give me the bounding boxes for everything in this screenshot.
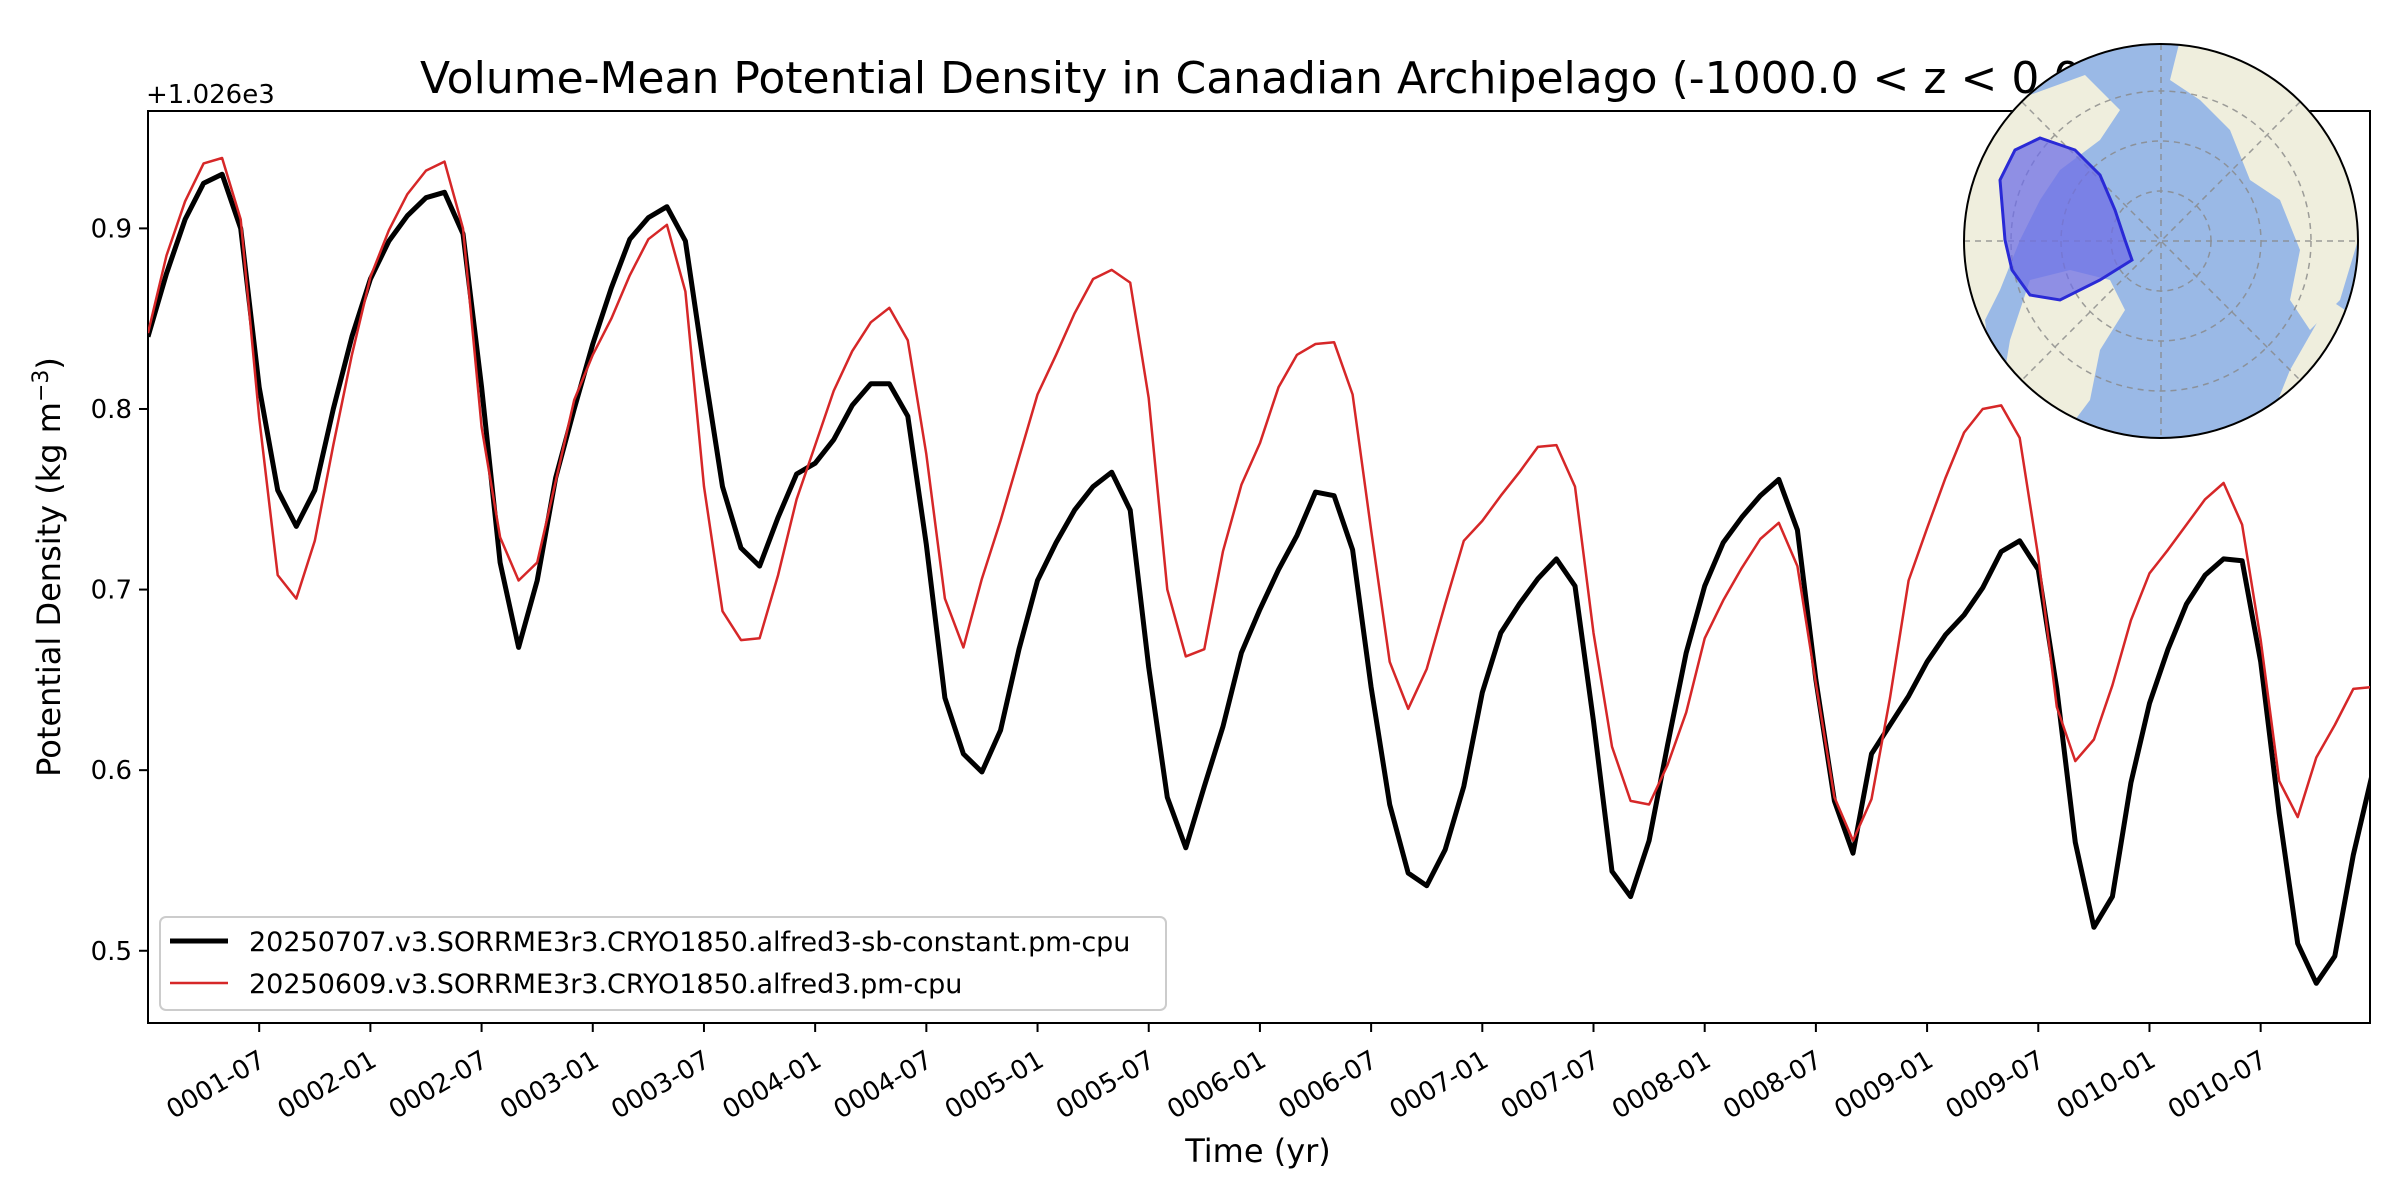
map-region-highlight xyxy=(1998,136,2134,302)
x-tick-label: 0005-07 xyxy=(1051,1045,1160,1125)
x-tick-label: 0004-01 xyxy=(718,1045,827,1125)
legend: 20250707.v3.SORRME3r3.CRYO1850.alfred3-s… xyxy=(159,916,1167,1011)
legend-label-red: 20250609.v3.SORRME3r3.CRYO1850.alfred3.p… xyxy=(249,969,962,1000)
x-tick-label: 0001-07 xyxy=(162,1045,271,1125)
x-axis-label: Time (yr) xyxy=(1184,1132,1331,1170)
x-tick-label: 0004-07 xyxy=(829,1045,938,1125)
x-tick-label: 0002-07 xyxy=(384,1045,493,1125)
y-offset-text: +1.026e3 xyxy=(146,80,275,110)
x-tick-label: 0007-07 xyxy=(1496,1045,1605,1125)
x-tick-label: 0010-01 xyxy=(2052,1045,2161,1125)
polar-map-icon xyxy=(1963,43,2359,439)
map-land-north-america xyxy=(1964,75,2120,438)
x-tick-label: 0010-07 xyxy=(2163,1045,2272,1125)
x-tick-label: 0008-07 xyxy=(1718,1045,1827,1125)
x-tick-label: 0009-07 xyxy=(1941,1045,2050,1125)
x-tick-label: 0006-07 xyxy=(1274,1045,1383,1125)
chart-title: Volume-Mean Potential Density in Canadia… xyxy=(420,53,2155,104)
x-tick-label: 0008-01 xyxy=(1607,1045,1716,1125)
x-tick-label: 0003-01 xyxy=(495,1045,604,1125)
x-tick-label: 0002-01 xyxy=(273,1045,382,1125)
y-axis-label: Potential Density (kg m−3) xyxy=(29,357,69,777)
x-tick-label: 0003-07 xyxy=(606,1045,715,1125)
x-axis-ticks: 0001-07 0002-01 0002-07 0003-01 0003-07 0004-… xyxy=(162,1023,2272,1125)
y-tick-label: 0.8 xyxy=(91,395,132,425)
legend-box xyxy=(159,916,1167,1011)
x-tick-label: 0006-01 xyxy=(1162,1045,1271,1125)
series-layer xyxy=(148,156,2370,986)
series-line-0 xyxy=(148,171,2370,986)
legend-label-black: 20250707.v3.SORRME3r3.CRYO1850.alfred3-s… xyxy=(249,927,1130,958)
y-tick-label: 0.7 xyxy=(91,576,132,606)
x-tick-label: 0005-01 xyxy=(940,1045,1049,1125)
x-tick-label: 0009-01 xyxy=(1829,1045,1938,1125)
series-line-1 xyxy=(148,156,2370,842)
y-axis-ticks: 0.5 0.6 0.7 0.8 0.9 xyxy=(91,214,148,967)
y-axis-label-sup: −3 xyxy=(29,370,54,402)
y-axis-label-main: Potential Density (kg m xyxy=(30,402,68,777)
x-tick-label: 0007-01 xyxy=(1385,1045,1494,1125)
y-tick-label: 0.6 xyxy=(91,756,132,786)
y-axis-label-end: ) xyxy=(30,357,68,369)
y-tick-label: 0.9 xyxy=(91,214,132,244)
map-border xyxy=(1963,43,2359,439)
y-tick-label: 0.5 xyxy=(91,937,132,967)
